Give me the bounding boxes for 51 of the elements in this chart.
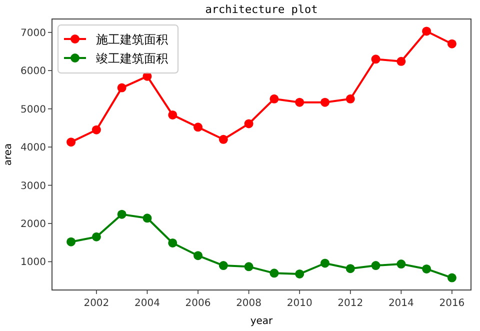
x-tick: 2006 — [185, 298, 211, 309]
y-tick: 2000 — [20, 219, 46, 230]
point — [66, 237, 76, 246]
point — [244, 262, 254, 272]
point — [320, 98, 330, 107]
point — [244, 119, 254, 128]
x-tick: 2004 — [134, 298, 160, 309]
point — [66, 138, 76, 147]
point — [218, 261, 228, 270]
point — [396, 56, 406, 66]
point — [142, 214, 152, 223]
point — [92, 125, 101, 134]
point — [396, 260, 406, 269]
legend-label: 竣工建筑面积 — [96, 52, 168, 66]
x-tick: 2008 — [236, 298, 262, 309]
y-tick: 1000 — [20, 257, 46, 268]
point — [346, 264, 355, 274]
point — [218, 134, 228, 144]
x-tick: 2014 — [388, 298, 414, 309]
y-tick: 4000 — [20, 142, 46, 154]
point — [447, 39, 456, 48]
point — [295, 98, 304, 107]
y-tick: 6000 — [20, 66, 46, 78]
x-tick: 2010 — [286, 298, 312, 309]
y-tick: 3000 — [20, 180, 46, 192]
title: architecture plot — [205, 3, 318, 16]
point — [422, 264, 432, 274]
x-tick: 2012 — [338, 298, 364, 309]
point — [270, 94, 279, 104]
point — [194, 251, 203, 260]
point — [447, 273, 456, 282]
x-tick: 2002 — [84, 298, 110, 309]
y-tick: 7000 — [20, 28, 46, 39]
point — [295, 269, 304, 278]
y-tick: 5000 — [20, 104, 46, 116]
point — [371, 261, 380, 270]
point — [117, 210, 126, 219]
point — [346, 94, 355, 104]
legend-label: 施工建筑面积 — [96, 32, 168, 46]
point — [371, 54, 380, 64]
point — [194, 122, 203, 132]
x-tick: 2016 — [439, 298, 465, 309]
point — [320, 258, 330, 268]
ylabel: area — [3, 143, 14, 166]
xlabel: year — [250, 316, 273, 327]
point — [270, 268, 279, 278]
point — [92, 232, 101, 242]
point — [168, 110, 178, 120]
point — [422, 26, 432, 36]
point — [117, 83, 126, 92]
point — [168, 238, 178, 248]
